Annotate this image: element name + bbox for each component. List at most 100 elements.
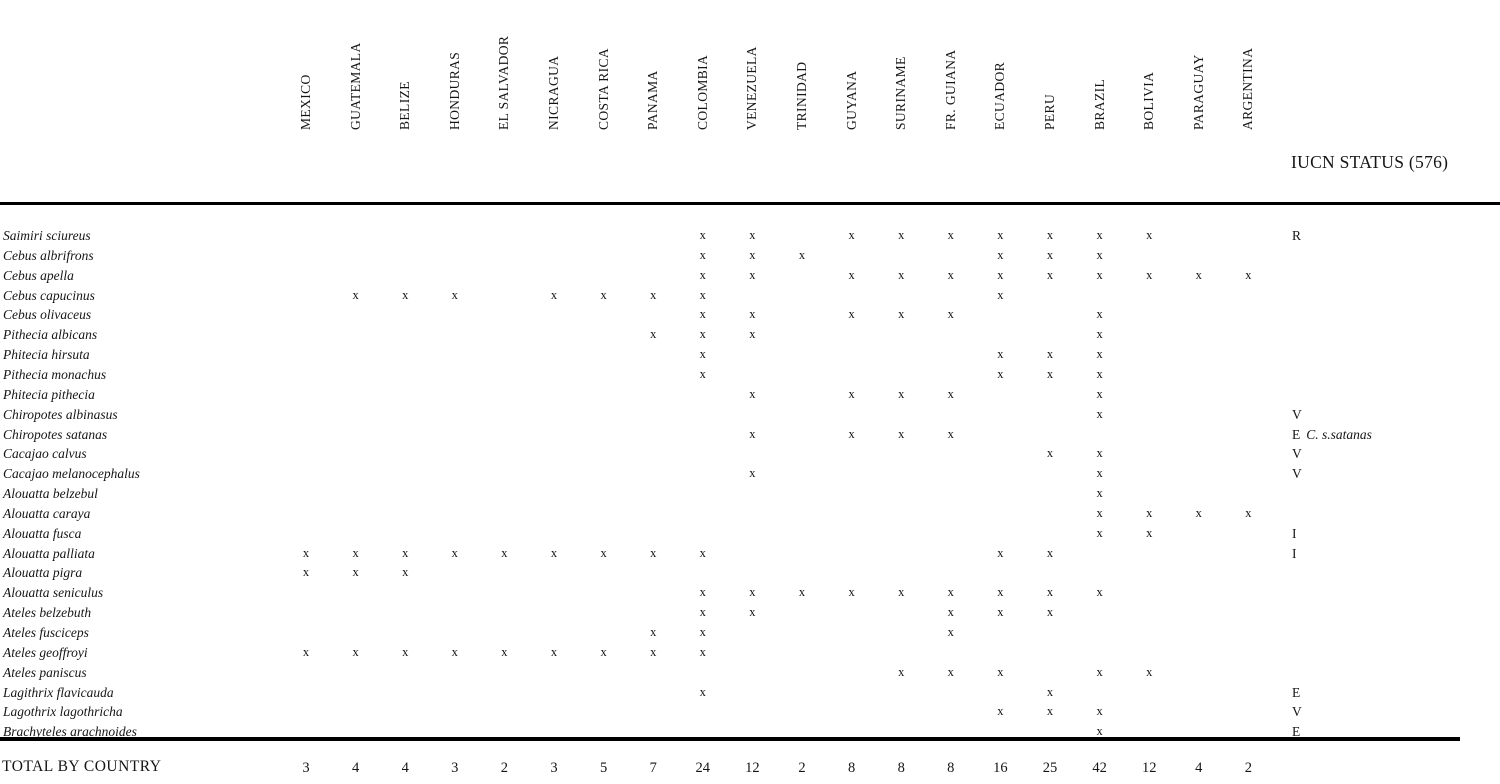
total-by-country-value: 4 (1195, 760, 1203, 776)
presence-mark: x (501, 545, 508, 560)
totals-row-label: TOTAL BY COUNTRY (2, 758, 162, 775)
presence-mark: x (1096, 466, 1103, 481)
presence-mark: x (997, 704, 1004, 719)
country-header-venezuela: VENEZUELA (744, 46, 760, 130)
presence-mark: x (352, 545, 359, 560)
presence-mark: x (550, 644, 558, 659)
presence-mark: x (1046, 247, 1054, 262)
species-name: Phitecia hirsuta (3, 347, 90, 363)
presence-mark: x (997, 228, 1004, 242)
presence-mark: x (650, 644, 657, 659)
presence-mark: x (848, 307, 855, 322)
presence-mark: x (898, 228, 905, 242)
total-by-country-value: 3 (451, 760, 459, 776)
total-by-country-value: 2 (798, 760, 806, 776)
country-header-bolivia: BOLIVIA (1141, 71, 1157, 130)
presence-mark: x (699, 366, 706, 381)
presence-mark: x (1046, 684, 1054, 699)
total-by-country-value: 24 (695, 760, 711, 776)
table-row: Cebus olivaceus x x x x x x (0, 305, 1500, 324)
presence-mark: x (1096, 406, 1103, 421)
presence-mark: x (1195, 267, 1202, 282)
country-header-peru: PERU (1042, 93, 1057, 130)
presence-mark: x (1046, 605, 1054, 620)
species-name: Chiropotes albinasus (3, 406, 118, 422)
total-by-country-value: 12 (745, 760, 760, 776)
species-name: Alouatta caraya (3, 505, 91, 521)
species-name: Lagothrix lagothricha (3, 704, 123, 720)
country-header-fr-guiana: FR. GUIANA (942, 49, 958, 130)
table-row: Ateles geoffroyi x x x x x x x x x (0, 643, 1500, 662)
total-by-country-value: 5 (599, 760, 608, 776)
total-by-country-value: 42 (1092, 760, 1107, 776)
species-name: Cacajao calvus (3, 446, 87, 462)
total-by-country-value: 8 (947, 760, 955, 776)
presence-mark: x (550, 287, 558, 302)
presence-mark: x (1146, 505, 1153, 520)
total-by-country-value: 25 (1042, 760, 1058, 776)
presence-mark: x (699, 644, 706, 659)
country-header-guatemala: GUATEMALA (347, 42, 363, 130)
country-header-suriname: SURINAME (893, 56, 909, 130)
iucn-status: V (1292, 446, 1302, 462)
table-row: Pithecia monachus x x x x (0, 365, 1500, 384)
presence-mark: x (798, 585, 806, 600)
country-header-colombia: COLOMBIA (694, 54, 710, 130)
total-by-country-value: 3 (550, 760, 558, 776)
presence-mark: x (1096, 247, 1103, 262)
presence-mark: x (1245, 267, 1252, 282)
presence-mark: x (798, 247, 806, 262)
species-name: Chiropotes satanas (3, 426, 108, 442)
presence-mark: x (302, 545, 310, 560)
presence-mark: x (848, 426, 855, 441)
country-header-mexico: MEXICO (298, 74, 313, 130)
presence-mark: x (1195, 505, 1202, 520)
species-name: Pithecia albicans (3, 327, 98, 343)
presence-mark: x (1146, 228, 1153, 242)
species-name: Alouatta palliata (3, 545, 95, 561)
iucn-status: R (1292, 228, 1302, 243)
presence-mark: x (1146, 664, 1153, 679)
presence-mark: x (947, 307, 954, 322)
iucn-status: E (1292, 684, 1301, 700)
total-by-country-value: 8 (847, 760, 856, 776)
presence-mark: x (848, 585, 855, 600)
table-row: Saimiri sciureus x x x x x x x x x R (0, 226, 1500, 245)
table-row: Alouatta seniculus x x x x x x x x x (0, 583, 1500, 602)
table-row: Cebus albrifrons x x x x x x (0, 246, 1500, 265)
presence-mark: x (600, 545, 607, 560)
country-header-belize: BELIZE (397, 81, 413, 130)
presence-mark: x (898, 267, 905, 282)
presence-mark: x (749, 247, 756, 262)
iucn-status: V (1292, 704, 1302, 720)
presence-mark: x (1096, 724, 1103, 739)
iucn-status-note: C. s.satanas (1306, 426, 1372, 442)
presence-mark: x (699, 585, 706, 600)
species-name: Cebus albrifrons (3, 247, 94, 263)
table-row: Ateles belzebuth x x x x x (0, 603, 1500, 622)
presence-mark: x (997, 366, 1004, 381)
presence-mark: x (947, 228, 954, 242)
iucn-status: V (1292, 406, 1302, 422)
presence-mark: x (699, 228, 706, 242)
presence-mark: x (352, 644, 359, 659)
species-name: Cacajao melanocephalus (3, 466, 140, 482)
presence-mark: x (699, 605, 706, 620)
country-header-nicragua: NICRAGUA (546, 55, 561, 130)
iucn-status: I (1292, 545, 1297, 561)
iucn-status: V (1292, 466, 1302, 482)
presence-mark: x (749, 605, 756, 620)
presence-mark: x (699, 287, 706, 302)
presence-mark: x (1096, 267, 1103, 282)
table-row: Alouatta caraya x x x x (0, 504, 1500, 523)
species-name: Lagithrix flavicauda (3, 684, 114, 700)
country-header-argentina: ARGENTINA (1240, 47, 1256, 130)
species-name: Alouatta fusca (3, 525, 82, 541)
presence-mark: x (1096, 505, 1103, 520)
country-header-paraguay: PARAGUAY (1190, 54, 1206, 130)
presence-mark: x (749, 228, 756, 242)
presence-mark: x (997, 545, 1004, 560)
country-header-ecuador: ECUADOR (992, 61, 1008, 130)
presence-mark: x (451, 545, 458, 560)
